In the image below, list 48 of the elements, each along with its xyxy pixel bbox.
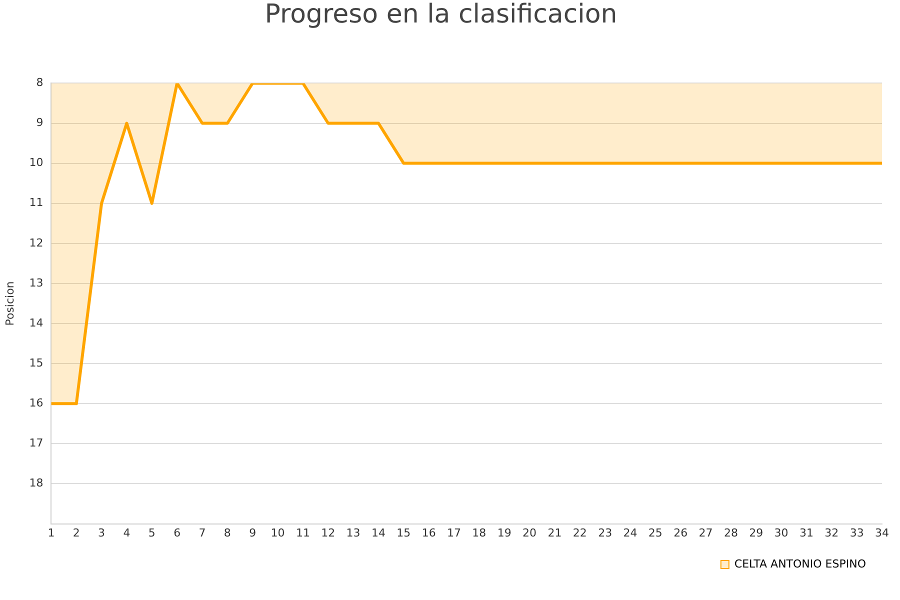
x-tick-label: 11 <box>296 526 310 540</box>
y-tick-label: 15 <box>29 356 44 370</box>
x-tick-label: 9 <box>249 526 256 540</box>
x-tick-label: 10 <box>270 526 285 540</box>
x-tick-label: 18 <box>472 526 486 540</box>
y-tick-label: 16 <box>29 396 44 410</box>
x-tick-label: 26 <box>674 526 688 540</box>
x-tick-label: 15 <box>396 526 411 540</box>
x-tick-label: 6 <box>174 526 181 540</box>
x-tick-label: 17 <box>447 526 462 540</box>
y-tick-label: 14 <box>29 316 44 330</box>
x-tick-label: 2 <box>72 526 80 540</box>
x-tick-label: 8 <box>224 526 231 540</box>
x-tick-label: 21 <box>548 526 562 540</box>
x-tick-label: 1 <box>48 526 55 540</box>
x-tick-label: 29 <box>749 526 764 540</box>
x-tick-label: 22 <box>572 526 587 540</box>
x-tick-label: 23 <box>598 526 612 540</box>
y-tick-label: 18 <box>29 476 44 490</box>
x-tick-label: 24 <box>623 526 638 540</box>
y-tick-label: 12 <box>29 236 44 250</box>
x-tick-label: 16 <box>422 526 436 540</box>
x-tick-label: 5 <box>148 526 156 540</box>
x-tick-label: 33 <box>850 526 864 540</box>
x-tick-label: 13 <box>346 526 360 540</box>
x-tick-label: 3 <box>98 526 106 540</box>
x-tick-label: 25 <box>648 526 662 540</box>
x-tick-label: 14 <box>371 526 386 540</box>
x-tick-label: 19 <box>497 526 512 540</box>
y-tick-label: 13 <box>29 276 44 290</box>
x-tick-label: 34 <box>875 526 889 540</box>
x-tick-label: 20 <box>522 526 537 540</box>
x-tick-label: 7 <box>198 526 206 540</box>
x-tick-label: 31 <box>799 526 814 540</box>
x-tick-label: 28 <box>724 526 738 540</box>
y-tick-label: 11 <box>29 196 44 210</box>
x-tick-label: 32 <box>824 526 839 540</box>
y-tick-label: 10 <box>29 156 44 170</box>
chart-title: Progreso en la clasificacion <box>264 0 618 30</box>
x-tick-label: 4 <box>123 526 130 540</box>
y-tick-label: 8 <box>36 76 44 90</box>
y-tick-label: 17 <box>29 436 44 450</box>
x-tick-label: 27 <box>698 526 713 540</box>
legend-label: CELTA ANTONIO ESPINO <box>734 557 866 570</box>
x-tick-label: 12 <box>321 526 336 540</box>
y-tick-label: 9 <box>36 116 44 130</box>
x-tick-label: 30 <box>774 526 788 540</box>
y-axis-title: Posicion <box>3 281 16 326</box>
